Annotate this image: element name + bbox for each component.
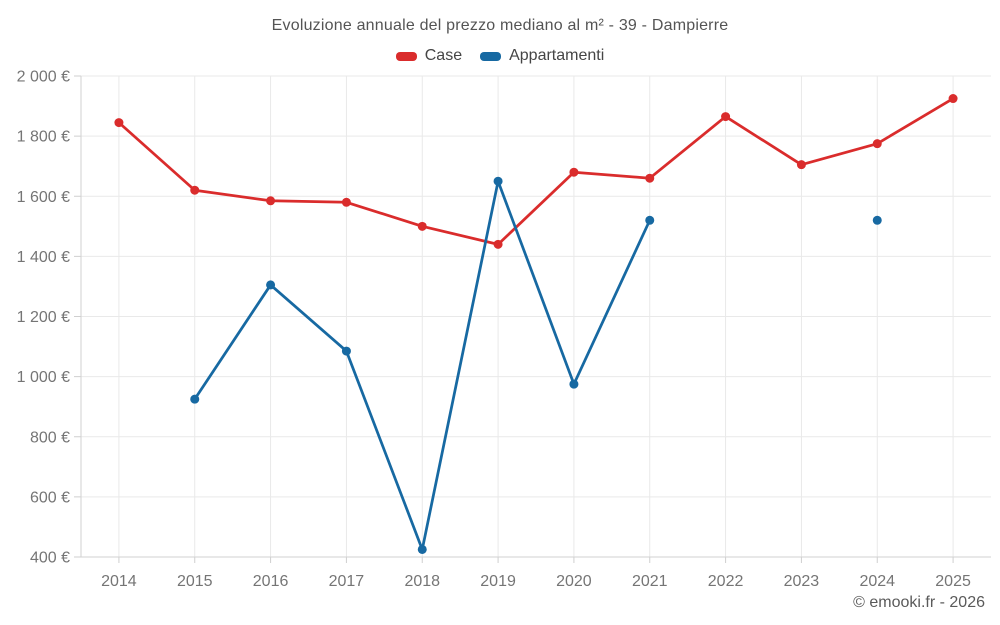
chart-legend: Case Appartamenti xyxy=(0,47,1000,65)
x-axis-label: 2019 xyxy=(480,573,516,590)
y-axis-label: 1 800 € xyxy=(17,129,70,146)
y-axis-label: 800 € xyxy=(30,429,70,446)
y-axis-label: 2 000 € xyxy=(17,69,70,86)
data-point-appartamenti xyxy=(190,394,200,404)
data-point-case xyxy=(872,139,882,149)
x-axis-label: 2024 xyxy=(859,573,895,590)
data-point-case xyxy=(266,196,276,206)
data-point-case xyxy=(341,197,351,207)
footer-credit: © emooki.fr - 2026 xyxy=(853,594,985,611)
legend-item-appartamenti[interactable]: Appartamenti xyxy=(480,47,604,65)
data-point-case xyxy=(721,112,731,122)
x-axis-label: 2020 xyxy=(556,573,592,590)
data-point-case xyxy=(796,160,806,170)
x-axis-label: 2022 xyxy=(708,573,744,590)
data-point-case xyxy=(190,185,200,195)
data-point-case xyxy=(493,239,503,249)
data-point-case xyxy=(114,118,124,128)
y-axis-label: 600 € xyxy=(30,489,70,506)
x-axis-label: 2017 xyxy=(329,573,365,590)
y-axis-label: 1 400 € xyxy=(17,249,70,266)
data-point-appartamenti xyxy=(266,280,276,290)
data-point-appartamenti xyxy=(493,176,503,186)
x-axis-label: 2014 xyxy=(101,573,137,590)
chart-title: Evoluzione annuale del prezzo mediano al… xyxy=(271,17,729,34)
y-axis-label: 1 000 € xyxy=(17,369,70,386)
legend-swatch-appartamenti xyxy=(480,51,502,61)
series-line-case xyxy=(117,97,955,246)
legend-label-appartamenti: Appartamenti xyxy=(509,47,605,64)
data-point-appartamenti xyxy=(872,215,882,225)
data-point-appartamenti xyxy=(417,544,427,554)
x-axis-label: 2021 xyxy=(632,573,668,590)
data-point-case xyxy=(645,173,655,183)
y-axis-label: 1 600 € xyxy=(17,189,70,206)
legend-swatch-case xyxy=(395,51,417,61)
data-point-case xyxy=(948,94,958,104)
data-point-appartamenti xyxy=(645,215,655,225)
data-point-case xyxy=(569,167,579,177)
legend-item-case[interactable]: Case xyxy=(395,47,463,65)
x-axis-label: 2018 xyxy=(404,573,440,590)
x-axis-label: 2016 xyxy=(253,573,289,590)
legend-label-case: Case xyxy=(424,47,463,64)
data-point-appartamenti xyxy=(341,346,351,356)
x-axis-label: 2023 xyxy=(784,573,820,590)
x-axis-label: 2015 xyxy=(177,573,213,590)
data-point-case xyxy=(417,221,427,231)
y-axis-label: 400 € xyxy=(30,550,70,567)
y-axis-label: 1 200 € xyxy=(17,309,70,326)
data-point-appartamenti xyxy=(569,379,579,389)
x-axis-label: 2025 xyxy=(935,573,971,590)
